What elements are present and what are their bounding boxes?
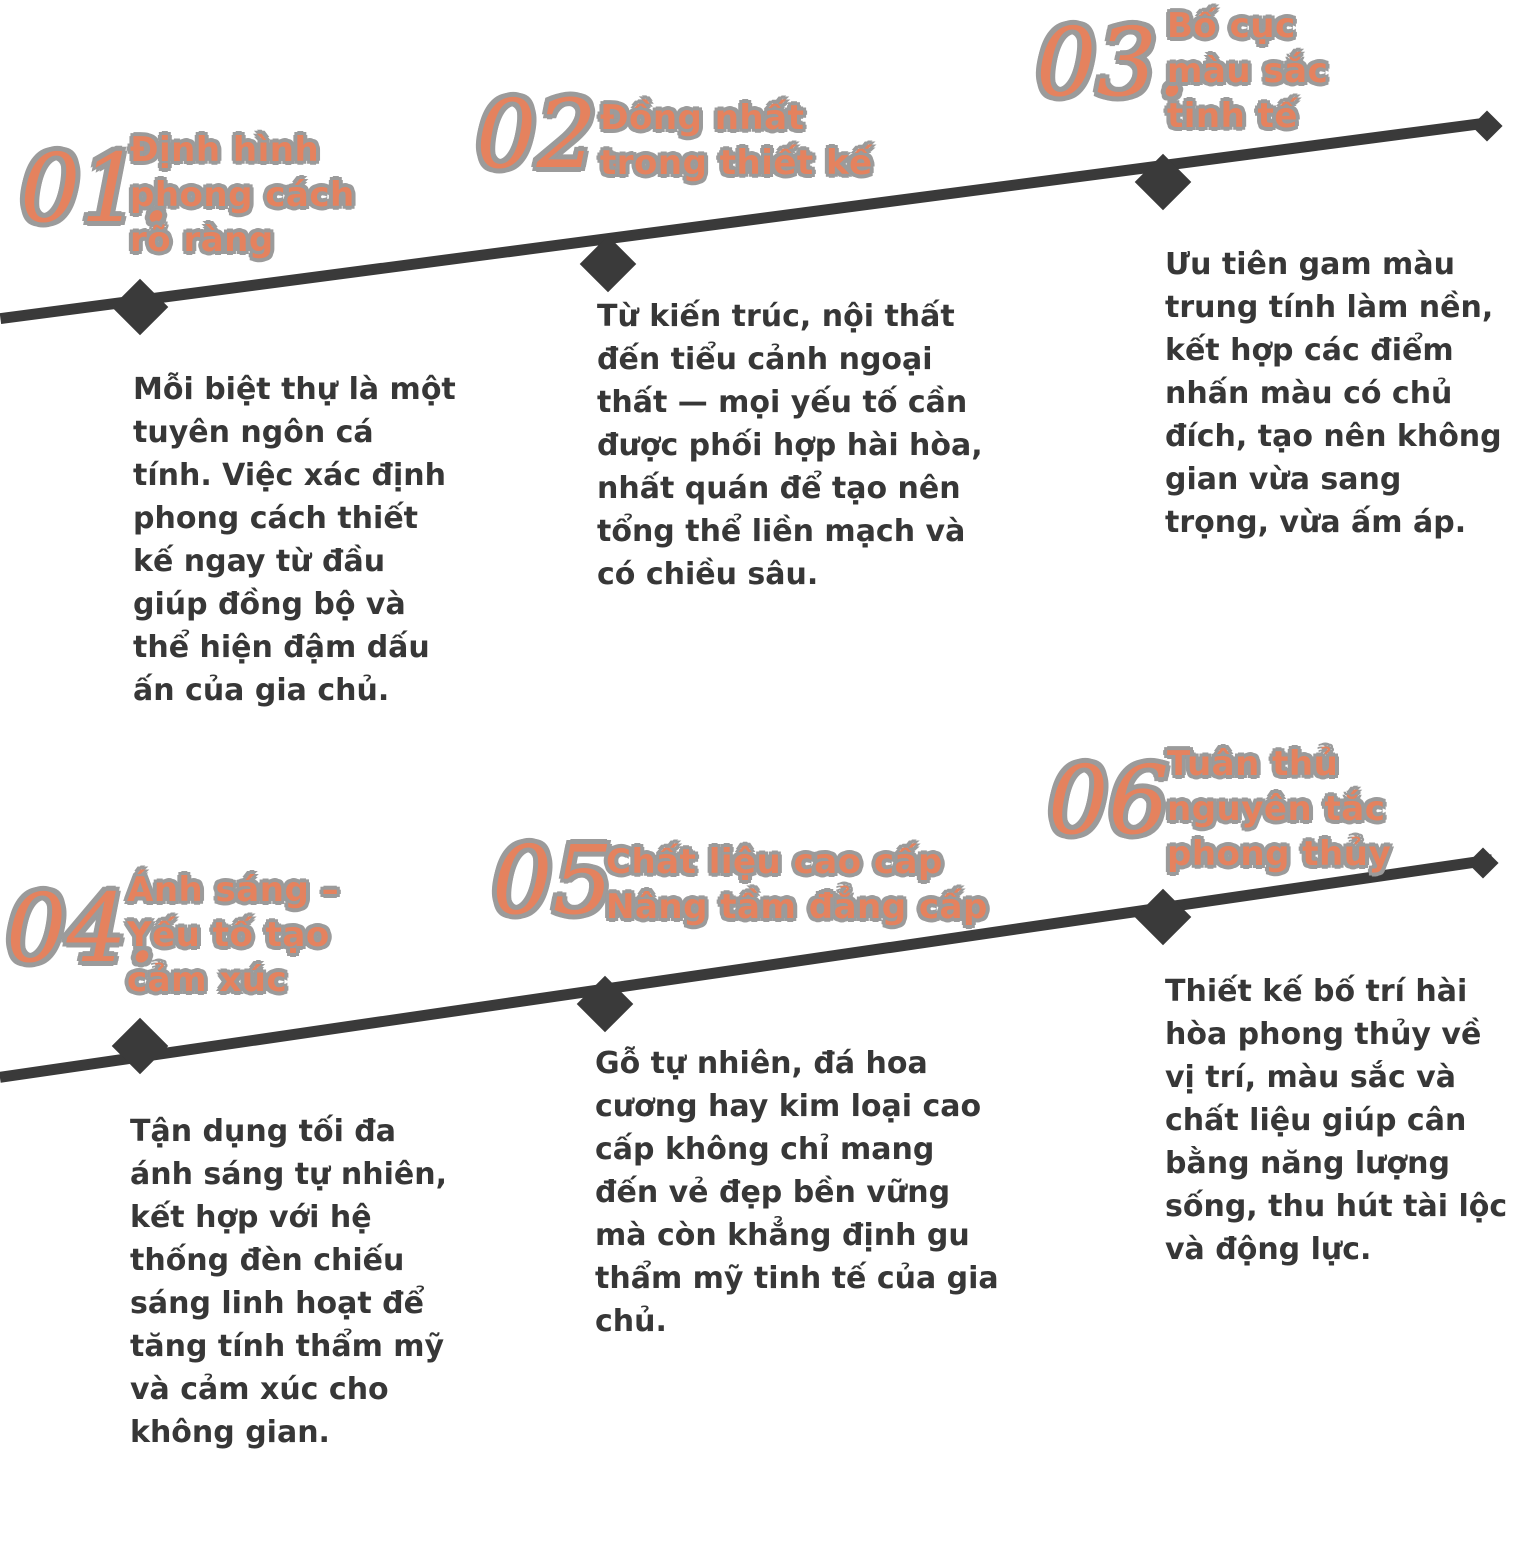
- timeline-diamond-04: [111, 1017, 169, 1075]
- item-01-title-line: phong cách: [130, 175, 355, 215]
- item-05-title: Chất liệu cao cấp Nâng tầm đẳng cấp: [606, 840, 988, 930]
- timeline-end-diamond-top: [1471, 110, 1503, 142]
- timeline-end-diamond-bottom: [1467, 847, 1499, 879]
- item-02-title-line: trong thiết kế: [600, 143, 873, 183]
- item-06-number: 06: [1048, 746, 1169, 856]
- item-02-body: Từ kiến trúc, nội thất đến tiểu cảnh ngo…: [597, 299, 983, 592]
- item-05-title-line: Chất liệu cao cấp: [606, 842, 943, 882]
- item-06-body: Thiết kế bố trí hài hòa phong thủy về vị…: [1165, 974, 1508, 1267]
- item-01-title-line: Định hình: [130, 130, 320, 170]
- item-04-title: Ánh sáng – Yếu tố tạo cảm xúc: [127, 868, 339, 1003]
- item-03-title-line: màu sắc: [1167, 51, 1329, 91]
- item-06-title-line: Tuân thủ: [1167, 744, 1339, 784]
- item-05-title-line: Nâng tầm đẳng cấp: [606, 887, 988, 927]
- item-06-title: Tuân thủ nguyên tắc phong thủy: [1167, 742, 1391, 877]
- item-02-title: Đồng nhất trong thiết kế: [600, 96, 873, 186]
- item-01-title: Định hình phong cách rõ ràng: [130, 128, 355, 263]
- item-03-title-line: Bố cục: [1167, 6, 1296, 46]
- item-05-body: Gỗ tự nhiên, đá hoa cương hay kim loại c…: [595, 1046, 999, 1339]
- item-02-number: 02.: [476, 80, 628, 190]
- item-04-number: 04.: [6, 874, 158, 984]
- timeline-diamond-01: [111, 278, 169, 336]
- item-01-title-line: rõ ràng: [130, 220, 274, 260]
- item-01-body: Mỗi biệt thự là một tuyên ngôn cá tính. …: [133, 372, 456, 708]
- item-04-title-line: cảm xúc: [127, 960, 288, 1000]
- item-06-title-line: phong thủy: [1167, 834, 1392, 874]
- item-02-title-line: Đồng nhất: [600, 98, 805, 138]
- item-03-title-line: tinh tế: [1167, 96, 1298, 136]
- item-04-title-line: Yếu tố tạo: [127, 915, 330, 955]
- item-01-number: 01.: [20, 134, 172, 244]
- item-05-number: 05: [492, 826, 613, 936]
- item-06-title-line: nguyên tắc: [1167, 789, 1386, 829]
- item-03-title: Bố cục màu sắc tinh tế: [1167, 4, 1328, 139]
- item-04-title-line: Ánh sáng –: [127, 870, 340, 910]
- timeline-diamond-06: [1134, 888, 1192, 946]
- item-03-number: 03.: [1036, 8, 1188, 118]
- item-03-body: Ưu tiên gam màu trung tính làm nền, kết …: [1165, 247, 1502, 540]
- item-04-body: Tận dụng tối đa ánh sáng tự nhiên, kết h…: [130, 1114, 448, 1450]
